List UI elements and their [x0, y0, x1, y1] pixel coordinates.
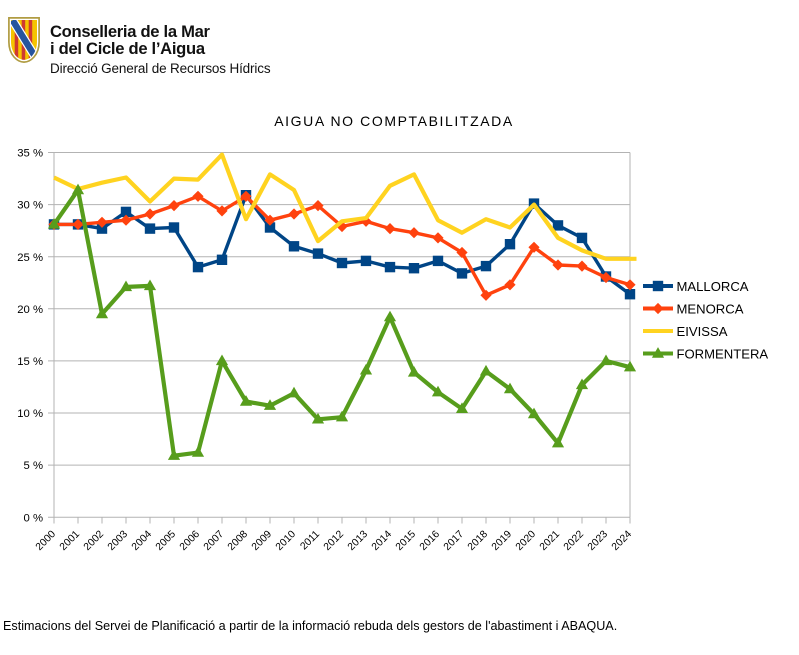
svg-text:2000: 2000 [34, 529, 58, 553]
svg-text:2018: 2018 [466, 529, 490, 553]
svg-text:2013: 2013 [346, 529, 370, 553]
svg-text:2006: 2006 [178, 529, 202, 553]
svg-text:2022: 2022 [562, 529, 586, 553]
svg-text:2020: 2020 [514, 529, 538, 553]
svg-text:FORMENTERA: FORMENTERA [677, 347, 769, 362]
svg-text:MENORCA: MENORCA [677, 302, 744, 317]
svg-text:5 %: 5 % [24, 460, 43, 472]
svg-text:EIVISSA: EIVISSA [677, 324, 728, 339]
svg-text:2023: 2023 [586, 529, 610, 553]
svg-text:2009: 2009 [250, 529, 274, 553]
svg-text:2011: 2011 [299, 529, 323, 553]
svg-text:15 %: 15 % [17, 356, 43, 368]
svg-text:2012: 2012 [322, 529, 346, 553]
svg-text:2015: 2015 [394, 529, 418, 553]
svg-text:20 %: 20 % [17, 304, 43, 316]
svg-text:2016: 2016 [418, 529, 442, 553]
svg-text:2007: 2007 [202, 529, 226, 553]
svg-text:2004: 2004 [130, 529, 154, 553]
svg-text:AIGUA NO COMPTABILITZADA: AIGUA NO COMPTABILITZADA [274, 113, 514, 129]
svg-text:25 %: 25 % [17, 252, 43, 264]
svg-text:2002: 2002 [82, 529, 106, 553]
svg-text:2024: 2024 [610, 529, 634, 553]
svg-text:0 %: 0 % [24, 512, 43, 524]
svg-text:10 %: 10 % [17, 408, 43, 420]
svg-text:2005: 2005 [154, 529, 178, 553]
svg-text:2014: 2014 [370, 529, 394, 553]
svg-text:30 %: 30 % [17, 200, 43, 212]
svg-text:2008: 2008 [226, 529, 250, 553]
svg-text:2010: 2010 [274, 529, 298, 553]
svg-text:2017: 2017 [442, 529, 466, 553]
svg-text:2019: 2019 [490, 529, 514, 553]
svg-text:MALLORCA: MALLORCA [677, 279, 749, 294]
svg-text:2001: 2001 [58, 529, 82, 553]
svg-text:35 %: 35 % [17, 148, 43, 160]
svg-text:2021: 2021 [538, 529, 562, 553]
svg-text:2003: 2003 [106, 529, 130, 553]
